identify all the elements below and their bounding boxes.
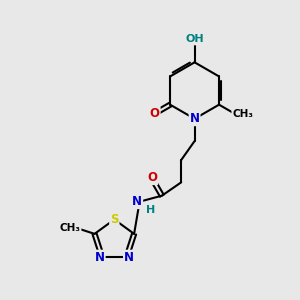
Text: N: N <box>190 112 200 125</box>
Text: N: N <box>124 250 134 264</box>
Text: OH: OH <box>185 34 204 44</box>
Text: O: O <box>150 107 160 120</box>
Text: H: H <box>146 205 155 215</box>
Text: N: N <box>132 195 142 208</box>
Text: O: O <box>147 171 157 184</box>
Text: CH₃: CH₃ <box>60 223 81 233</box>
Text: N: N <box>95 250 105 264</box>
Text: S: S <box>110 213 118 226</box>
Text: CH₃: CH₃ <box>232 109 253 118</box>
